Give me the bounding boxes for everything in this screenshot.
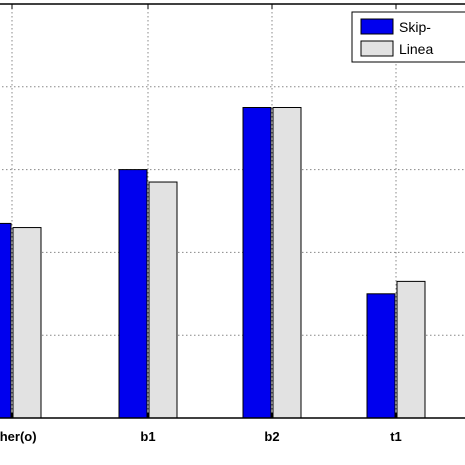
bar-skip-b1: [118, 169, 148, 419]
legend-swatch: [360, 18, 394, 35]
legend-label: Linea: [399, 41, 433, 57]
bar-linea-othero: [12, 227, 42, 419]
bar-linea-b2: [272, 107, 302, 419]
legend-swatch: [360, 40, 394, 57]
bar-linea-t1: [396, 280, 426, 419]
x-tick-label: b2: [264, 429, 279, 444]
bar-skip-othero: [0, 222, 12, 419]
legend: Skip- Linea: [351, 11, 465, 63]
bar-linea-b1: [148, 181, 178, 419]
axes: [0, 3, 465, 419]
bar-skip-b2: [242, 107, 272, 419]
grid-lines: [0, 4, 465, 418]
x-tick-label: b1: [140, 429, 155, 444]
bar-skip-t1: [366, 293, 396, 419]
x-tick-labels: other(o) b1 b2 t1: [0, 429, 402, 444]
legend-label: Skip-: [399, 19, 431, 35]
x-tick-label: t1: [390, 429, 402, 444]
x-tick-label: other(o): [0, 429, 37, 444]
bar-marks: [0, 107, 426, 419]
